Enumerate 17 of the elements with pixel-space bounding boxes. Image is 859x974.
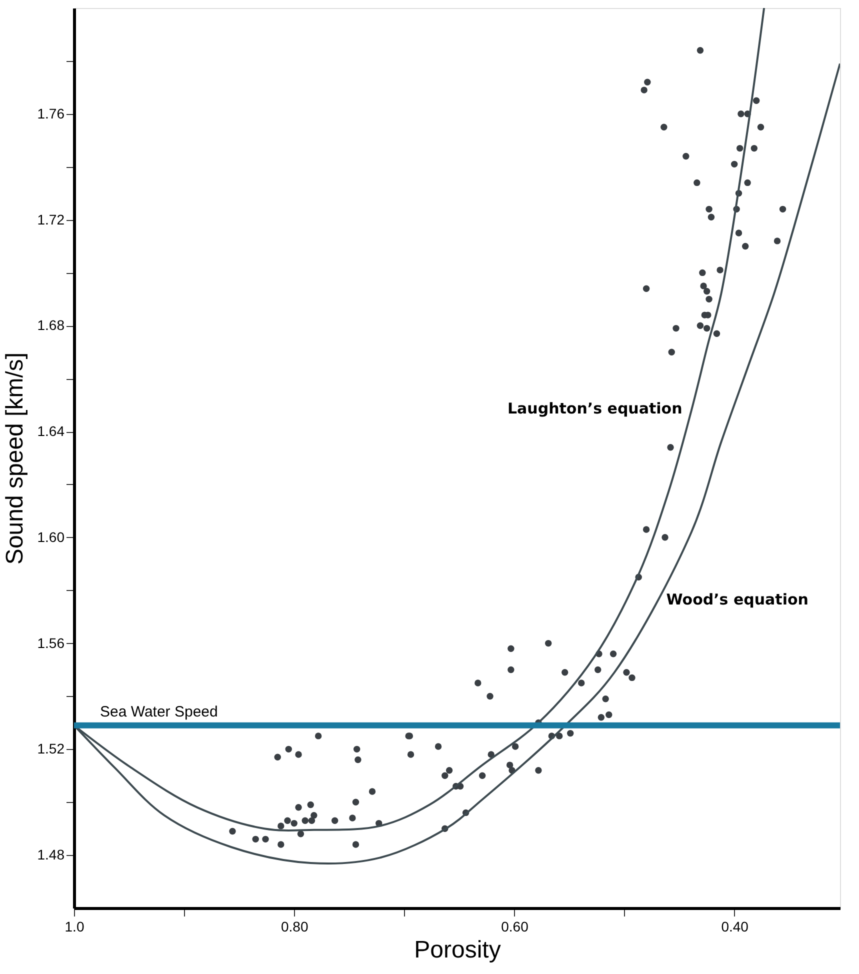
x-tick-label: 0.60	[501, 918, 529, 934]
y-axis-title: Sound speed [km/s]	[1, 352, 28, 565]
y-tick-label: 1.48	[37, 846, 65, 863]
annotation: Wood’s equation	[666, 590, 808, 608]
y-tick-label: 1.52	[37, 740, 65, 757]
y-tick-label: 1.68	[37, 317, 65, 334]
x-axis-title: Porosity	[414, 936, 501, 964]
ref-line-label: Sea Water Speed	[100, 703, 218, 720]
annotation: Laughton’s equation	[507, 400, 682, 418]
x-tick-label: 1.0	[64, 918, 84, 934]
y-tick-label: 1.56	[37, 634, 65, 651]
x-tick-label: 0.80	[280, 918, 308, 934]
y-tick-label: 1.64	[37, 423, 65, 440]
y-tick-label: 1.72	[37, 211, 65, 228]
y-tick-label: 1.76	[37, 105, 65, 122]
x-tick-label: 0.40	[721, 918, 749, 934]
y-tick-label: 1.60	[37, 528, 65, 545]
